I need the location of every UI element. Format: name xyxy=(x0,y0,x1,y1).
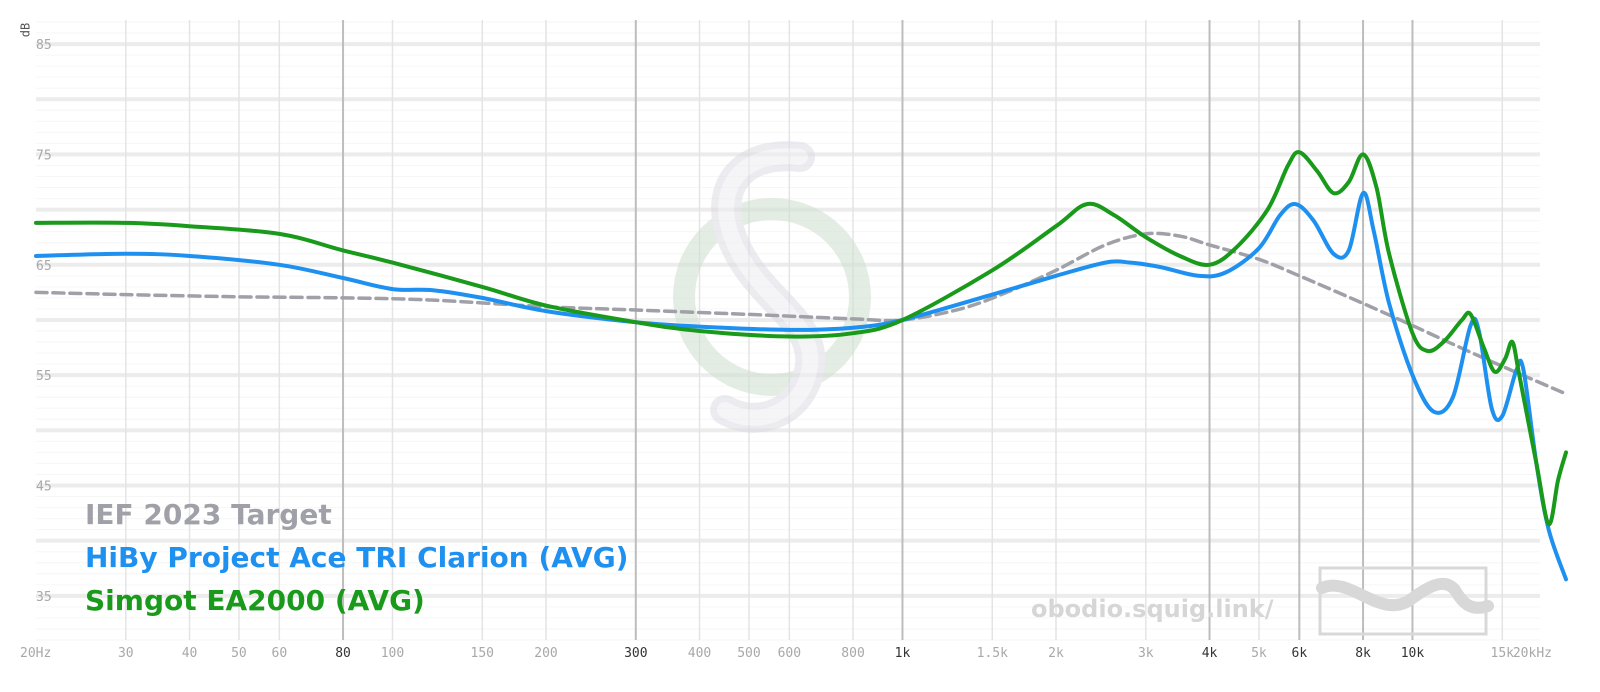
legend-item-3[interactable]: Simgot EA2000 (AVG) xyxy=(85,584,425,617)
x-tick-label: 6k xyxy=(1292,646,1308,661)
x-tick-label: 30 xyxy=(118,646,134,661)
x-tick-label: 40 xyxy=(182,646,198,661)
vertical-gridlines xyxy=(125,20,1504,640)
y-tick-label: 55 xyxy=(36,369,52,384)
squig-logo-watermark xyxy=(673,141,871,433)
x-tick-label: 800 xyxy=(841,646,864,661)
legend-item-1[interactable]: IEF 2023 Target xyxy=(85,498,332,531)
y-tick-label: 65 xyxy=(36,259,52,274)
x-tick-label: 20Hz xyxy=(20,646,51,661)
response-curves xyxy=(34,150,1568,582)
x-tick-label: 400 xyxy=(688,646,711,661)
squig-site-watermark: obodio.squig.link/ xyxy=(1031,566,1494,636)
x-tick-label: 200 xyxy=(534,646,557,661)
x-tick-label: 2k xyxy=(1048,646,1064,661)
legend-item-2[interactable]: HiBy Project Ace TRI Clarion (AVG) xyxy=(85,541,628,574)
x-tick-label: 500 xyxy=(737,646,760,661)
y-axis-unit: dB xyxy=(19,23,33,37)
y-tick-label: 75 xyxy=(36,148,52,163)
x-tick-label: 50 xyxy=(231,646,247,661)
y-tick-label: 45 xyxy=(36,480,52,495)
x-tick-label: 8k xyxy=(1355,646,1371,661)
x-tick-label: 150 xyxy=(471,646,494,661)
watermark-site-url: obodio.squig.link/ xyxy=(1031,595,1274,623)
x-tick-label: 1.5k xyxy=(977,646,1008,661)
x-tick-label: 60 xyxy=(272,646,288,661)
y-tick-labels: 35 45 55 65 75 85 xyxy=(36,38,52,605)
series-line-3 xyxy=(34,150,1568,527)
x-tick-label: 80 xyxy=(335,646,351,661)
x-tick-label: 15k xyxy=(1491,646,1515,661)
x-tick-label: 600 xyxy=(778,646,801,661)
x-tick-labels: 20Hz 30 40 50 60 80 100 150 200 300 400 500 600 800 1k… xyxy=(20,646,1552,661)
series-line-1 xyxy=(34,231,1568,396)
x-tick-label: 100 xyxy=(381,646,404,661)
x-tick-label: 20kHz xyxy=(1513,646,1552,661)
x-tick-label: 300 xyxy=(624,646,647,661)
x-tick-label: 4k xyxy=(1202,646,1218,661)
legend: IEF 2023 Target HiBy Project Ace TRI Clar… xyxy=(85,498,628,617)
x-tick-label: 1k xyxy=(895,646,911,661)
x-tick-label: 3k xyxy=(1138,646,1154,661)
x-tick-label: 5k xyxy=(1251,646,1267,661)
x-tick-label: 10k xyxy=(1401,646,1425,661)
y-tick-label: 85 xyxy=(36,38,52,53)
y-tick-label: 35 xyxy=(36,590,52,605)
